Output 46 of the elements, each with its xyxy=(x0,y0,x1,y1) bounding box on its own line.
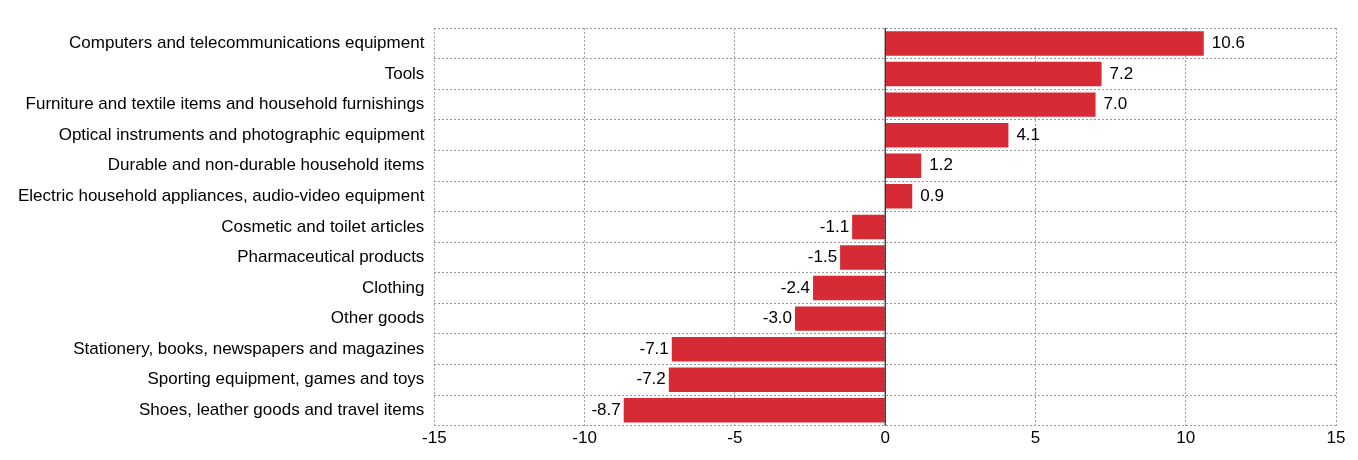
y-tick-label: Electric household appliances, audio-video equipment xyxy=(18,186,425,206)
bar xyxy=(885,153,922,178)
bar xyxy=(795,306,885,331)
y-tick-label: Furniture and textile items and household furnishings xyxy=(25,94,425,114)
data-label: 10.6 xyxy=(1211,33,1245,53)
y-tick-label: Other goods xyxy=(330,308,425,328)
bar xyxy=(852,214,885,240)
x-tick-label: -15 xyxy=(422,428,447,448)
bar xyxy=(885,31,1204,56)
bar xyxy=(668,367,885,392)
data-label: -1.1 xyxy=(819,216,850,236)
y-tick-label: Shoes, leather goods and travel items xyxy=(138,400,425,419)
data-label: -7.1 xyxy=(639,338,669,358)
data-label: -2.4 xyxy=(780,277,811,297)
data-label: -7.2 xyxy=(636,369,666,389)
data-label: -3.0 xyxy=(762,308,793,328)
x-tick-label: 0 xyxy=(880,428,890,448)
data-label: 4.1 xyxy=(1016,124,1041,144)
x-tick-label: 10 xyxy=(1176,428,1196,448)
y-tick-label: Tools xyxy=(384,63,425,83)
bar xyxy=(885,92,1096,117)
y-tick-label: Sporting equipment, games and toys xyxy=(147,369,425,389)
data-label: 7.0 xyxy=(1103,94,1128,114)
data-label: 7.2 xyxy=(1109,63,1134,83)
bar xyxy=(623,398,885,423)
bar xyxy=(671,336,885,362)
y-tick-label: Stationery, books, newspapers and magazines xyxy=(73,338,425,358)
bar xyxy=(813,275,885,301)
x-tick-label: 15 xyxy=(1326,428,1346,448)
y-tick-label: Clothing xyxy=(362,277,425,297)
bar xyxy=(885,184,913,209)
data-label: -8.7 xyxy=(591,400,621,419)
y-tick-label: Optical instruments and photographic equipment xyxy=(58,124,425,144)
data-label: 0.9 xyxy=(920,186,944,206)
x-tick-label: 5 xyxy=(1030,428,1041,448)
bar xyxy=(885,61,1102,87)
y-tick-label: Cosmetic and toilet articles xyxy=(221,216,425,236)
bar xyxy=(840,245,885,270)
x-tick-label: -5 xyxy=(727,428,743,448)
data-label: -1.5 xyxy=(807,247,838,267)
bar xyxy=(885,122,1009,148)
y-tick-label: Pharmaceutical products xyxy=(237,247,425,267)
y-tick-label: Computers and telecommunications equipment xyxy=(69,33,425,53)
data-label: 1.2 xyxy=(929,155,953,175)
x-tick-label: -10 xyxy=(572,428,597,448)
y-tick-label: Durable and non-durable household items xyxy=(107,155,425,175)
